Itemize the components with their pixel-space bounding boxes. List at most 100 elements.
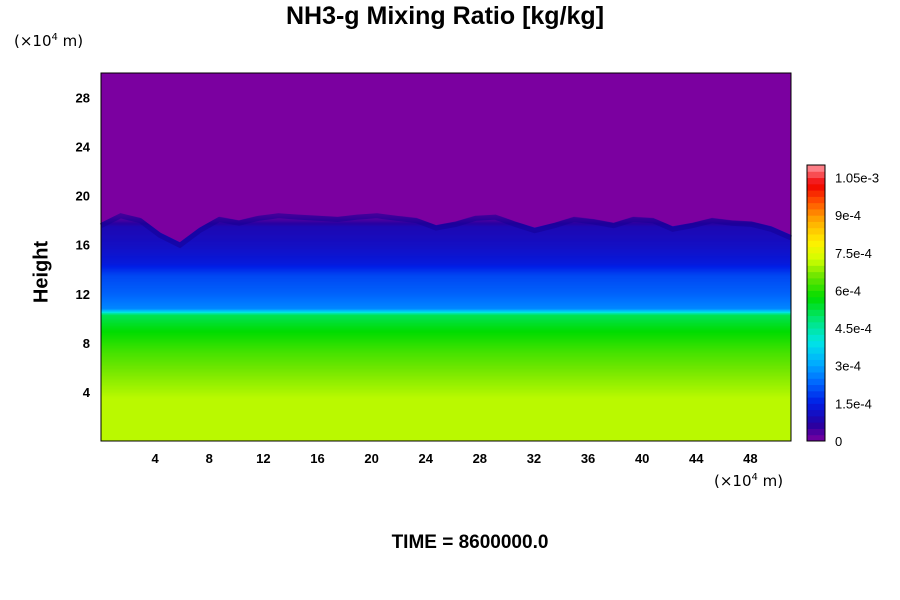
- contour-band: [101, 357, 791, 361]
- x-axis-unit: (×104 m): [714, 472, 784, 490]
- colorbar-swatch: [807, 171, 825, 179]
- contour-band: [101, 392, 791, 395]
- contour-band: [101, 337, 791, 341]
- contour-band: [101, 252, 791, 255]
- colorbar-swatch: [807, 334, 825, 342]
- colorbar-swatch: [807, 422, 825, 429]
- contour-band: [101, 431, 791, 435]
- contour-band: [101, 439, 791, 442]
- y-tick-label: 28: [76, 91, 90, 106]
- contour-band: [101, 373, 791, 376]
- x-tick-label: 4: [152, 451, 160, 466]
- contour-band: [101, 369, 791, 372]
- colorbar-label: 1.05e-3: [835, 171, 879, 186]
- contour-band: [101, 347, 791, 351]
- contour-band: [101, 316, 791, 319]
- x-tick-label: 12: [256, 451, 270, 466]
- colorbar-swatch: [807, 309, 825, 317]
- contour-band: [101, 283, 791, 287]
- contour-band: [101, 317, 791, 321]
- contour-band: [101, 437, 791, 441]
- contour-band: [101, 397, 791, 401]
- x-tick-label: 8: [206, 451, 213, 466]
- colorbar-swatch: [807, 397, 825, 404]
- x-axis-ticks: 4 8 12 16 20 24 28 32 36 40 44 48: [152, 451, 758, 466]
- contour-band: [101, 401, 791, 405]
- contour-band: [101, 353, 791, 356]
- contour-band: [101, 266, 791, 269]
- colorbar-swatch: [807, 296, 825, 304]
- y-tick-label: 12: [76, 287, 90, 302]
- colorbar-swatch: [807, 202, 825, 210]
- colorbar-swatch: [807, 221, 825, 229]
- y-tick-label: 24: [76, 140, 91, 155]
- chart-title: NH3-g Mixing Ratio [kg/kg]: [285, 2, 605, 30]
- contour-band: [101, 246, 791, 249]
- plot-area: [99, 72, 793, 442]
- contour-band: [101, 273, 791, 277]
- y-tick-label: 20: [76, 189, 90, 204]
- colorbar-swatch: [807, 252, 825, 260]
- contour-band: [101, 336, 791, 339]
- contour-band: [101, 229, 791, 232]
- contour-band: [101, 279, 791, 282]
- colorbar-swatch: [807, 303, 825, 310]
- contour-band: [101, 290, 791, 294]
- contour-band: [101, 324, 791, 328]
- colorbar-swatch: [807, 409, 825, 417]
- contour-band: [101, 310, 791, 314]
- contour-band: [101, 363, 791, 366]
- contour-band: [101, 240, 791, 244]
- contour-band: [101, 364, 791, 368]
- contour-band: [101, 280, 791, 284]
- contour-band: [101, 386, 791, 389]
- contour-band: [101, 377, 791, 381]
- colorbar-label: 9e-4: [835, 208, 861, 223]
- contour-band: [101, 292, 791, 295]
- contour-band: [101, 320, 791, 324]
- colorbar-swatch: [807, 208, 825, 216]
- contour-band: [101, 354, 791, 358]
- contour-band: [101, 230, 791, 234]
- colorbar-swatch: [807, 277, 825, 285]
- contour-band: [101, 333, 791, 336]
- contour-band: [101, 411, 791, 415]
- contour-band: [101, 267, 791, 271]
- contour-band: [101, 287, 791, 291]
- contour-band: [101, 257, 791, 261]
- colorbar-swatch: [807, 384, 825, 392]
- colorbar-swatch: [807, 353, 825, 360]
- colorbar-swatch: [807, 346, 825, 354]
- x-tick-label: 20: [364, 451, 378, 466]
- y-tick-label: 16: [76, 238, 90, 253]
- colorbar-swatch: [807, 340, 825, 348]
- contour-band: [101, 407, 791, 411]
- contour-band: [101, 276, 791, 279]
- contour-band: [101, 332, 791, 335]
- contour-band: [101, 282, 791, 285]
- colorbar-label: 1.5e-4: [835, 396, 872, 411]
- colorbar-frame: [806, 164, 826, 442]
- colorbar-swatch: [807, 403, 825, 411]
- contour-band: [101, 323, 791, 326]
- colorbar-swatch: [807, 259, 825, 266]
- contour-band: [101, 390, 791, 394]
- contour-band: [101, 436, 791, 439]
- colorbar-swatch: [807, 328, 825, 335]
- contour-band: [101, 302, 791, 305]
- contour-band: [101, 262, 791, 265]
- colorbar-swatch: [807, 177, 825, 185]
- contour-band: [101, 243, 791, 247]
- contour-band: [101, 356, 791, 359]
- contour-band: [101, 414, 791, 418]
- contour-band: [101, 346, 791, 349]
- contour-band: [101, 394, 791, 398]
- colorbar-label: 6e-4: [835, 283, 861, 298]
- contour-band: [101, 296, 791, 299]
- contour-band: [101, 421, 791, 425]
- contour-band: [101, 245, 791, 248]
- contour-band: [101, 269, 791, 272]
- contour-band: [101, 263, 791, 267]
- contour-band: [101, 277, 791, 281]
- colorbar-swatch: [807, 165, 825, 172]
